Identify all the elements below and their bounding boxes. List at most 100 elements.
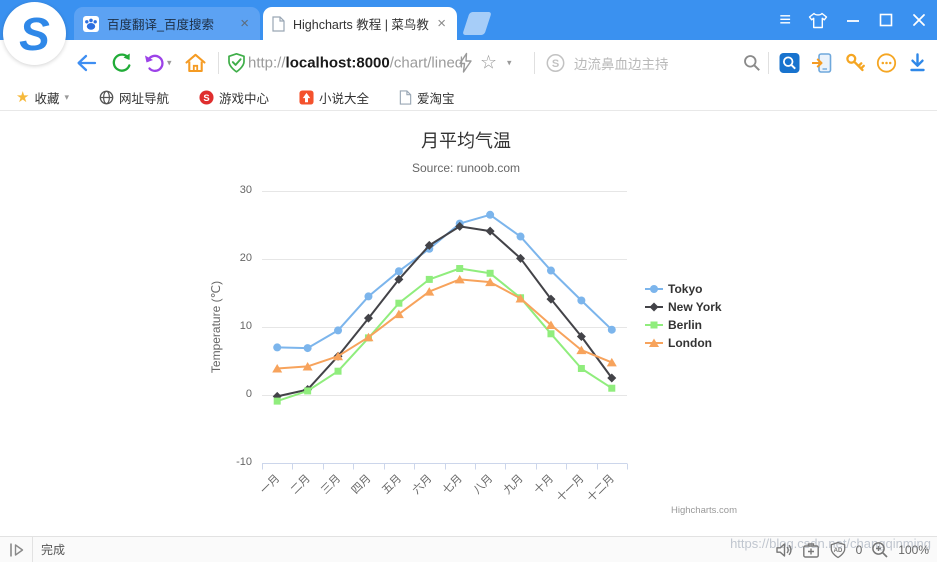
x-axis-label: 四月 [350, 473, 374, 497]
y-axis-label: 0 [245, 388, 252, 400]
address-bar[interactable]: http://localhost:8000/chart/lined [248, 54, 463, 71]
legend-marker-icon [645, 321, 663, 329]
maximize-icon[interactable] [878, 12, 894, 28]
legend-item-tokyo[interactable]: Tokyo [645, 280, 722, 298]
x-axis-label: 九月 [501, 472, 526, 497]
tab-baidu-translate[interactable]: 百度翻译_百度搜索 × [74, 7, 260, 40]
search-icon[interactable] [743, 54, 761, 72]
legend-item-berlin[interactable]: Berlin [645, 316, 722, 334]
security-shield-icon[interactable] [227, 52, 246, 73]
back-icon[interactable] [74, 52, 98, 74]
game-center-icon: S [199, 90, 214, 105]
skin-shirt-icon[interactable] [808, 12, 828, 29]
more-tools-icon[interactable] [876, 52, 897, 73]
bookmark-favorites[interactable]: ★ 收藏 ▾ [16, 89, 69, 106]
chart-subtitle: Source: runoob.com [411, 161, 521, 175]
highcharts-credit[interactable]: Highcharts.com [671, 505, 737, 516]
undo-icon[interactable] [144, 52, 165, 74]
home-icon[interactable] [184, 52, 207, 74]
data-point-new-york [363, 313, 373, 323]
repair-kit-icon[interactable] [802, 541, 820, 559]
y-axis-label: -10 [236, 456, 252, 468]
data-point-tokyo [516, 232, 525, 241]
statusbar-divider [32, 537, 33, 562]
legend-marker-icon [645, 302, 663, 312]
bookmark-aitaobao[interactable]: 爱淘宝 [399, 88, 455, 107]
data-point-tokyo [486, 210, 495, 219]
data-point-tokyo [577, 296, 586, 305]
data-point-berlin [334, 367, 342, 375]
tab-close-icon[interactable]: × [240, 15, 249, 32]
series-line-london [277, 278, 613, 370]
highcharts-container: 月平均气温 Source: runoob.com Temperature (℃)… [186, 118, 746, 522]
speaker-icon[interactable] [775, 541, 793, 559]
chart-legend: Tokyo New York Berlin London [645, 280, 722, 352]
legend-item-new-york[interactable]: New York [645, 298, 722, 316]
close-icon[interactable] [911, 12, 927, 28]
data-point-london [485, 277, 496, 287]
toolbar-divider [534, 51, 535, 74]
data-point-berlin [547, 330, 555, 338]
legend-marker-london [649, 338, 659, 347]
data-point-berlin [456, 265, 464, 273]
data-point-berlin [486, 269, 494, 277]
new-tab-button[interactable] [462, 12, 492, 35]
page-load-status: 完成 [41, 543, 66, 557]
data-point-new-york [516, 253, 526, 263]
sogou-browser-logo[interactable]: S [3, 2, 66, 65]
x-axis-label: 八月 [471, 473, 495, 497]
favorite-caret-icon[interactable]: ▾ [507, 57, 512, 67]
data-point-tokyo [334, 326, 343, 335]
data-point-new-york [546, 294, 556, 304]
series-line-berlin [276, 267, 613, 403]
url-host: localhost:8000 [285, 54, 390, 71]
bookmark-site-navigation[interactable]: 网址导航 [99, 88, 169, 107]
sidebar-toggle-icon[interactable] [9, 541, 26, 559]
baidu-favicon [83, 15, 99, 32]
gold-star-icon: ★ [16, 89, 30, 106]
data-point-london [515, 293, 526, 303]
tab-highcharts-active[interactable]: Highcharts 教程 | 菜鸟教程 × [263, 7, 457, 40]
refresh-icon[interactable] [111, 52, 133, 74]
lightning-icon[interactable] [458, 52, 473, 73]
y-axis-label: 10 [239, 320, 252, 332]
url-path: /chart/lined [389, 54, 464, 71]
data-point-new-york [394, 274, 404, 284]
svg-text:S: S [552, 57, 559, 69]
menu-icon[interactable]: ≡ [779, 9, 791, 31]
bookmark-novels[interactable]: 小说大全 [299, 88, 369, 107]
y-axis-label: 20 [239, 252, 252, 264]
bookmark-game-center[interactable]: S 游戏中心 [199, 88, 269, 107]
download-icon[interactable] [907, 52, 928, 73]
password-key-icon[interactable] [845, 52, 866, 73]
x-axis-label: 六月 [410, 472, 435, 497]
data-point-berlin [608, 384, 616, 392]
sogou-search-badge-icon: S [546, 53, 565, 72]
undo-caret-icon[interactable]: ▾ [167, 57, 172, 67]
legend-marker-berlin [650, 321, 658, 329]
sogou-search-app-icon[interactable] [779, 52, 800, 73]
minimize-icon[interactable] [845, 12, 861, 28]
data-point-new-york [576, 332, 586, 342]
bookmarks-bar: ★ 收藏 ▾ 网址导航 S 游戏中心 小说大全 爱淘宝 [0, 85, 937, 111]
data-point-london [576, 345, 587, 355]
page-content: 月平均气温 Source: runoob.com Temperature (℃)… [0, 112, 937, 536]
document-favicon [272, 15, 285, 32]
legend-item-london[interactable]: London [645, 334, 722, 352]
zoom-level-icon[interactable] [871, 541, 889, 559]
ad-block-icon[interactable]: AD [829, 541, 847, 559]
search-input[interactable]: 边流鼻血边主持 [574, 56, 669, 72]
data-point-new-york [424, 240, 434, 250]
navigation-toolbar: ▾ http://localhost:8000/chart/lined ☆ ▾ … [0, 40, 937, 85]
tab-close-icon[interactable]: × [437, 15, 446, 32]
data-point-london [333, 351, 344, 361]
data-point-tokyo [273, 343, 282, 352]
svg-text:AD: AD [833, 548, 842, 554]
x-axis-label: 二月 [289, 473, 313, 497]
favorite-star-icon[interactable]: ☆ [480, 52, 498, 73]
send-to-phone-icon[interactable] [812, 52, 832, 73]
x-axis-label: 十月 [531, 471, 556, 496]
data-point-london [424, 287, 435, 296]
page-icon [399, 90, 412, 105]
